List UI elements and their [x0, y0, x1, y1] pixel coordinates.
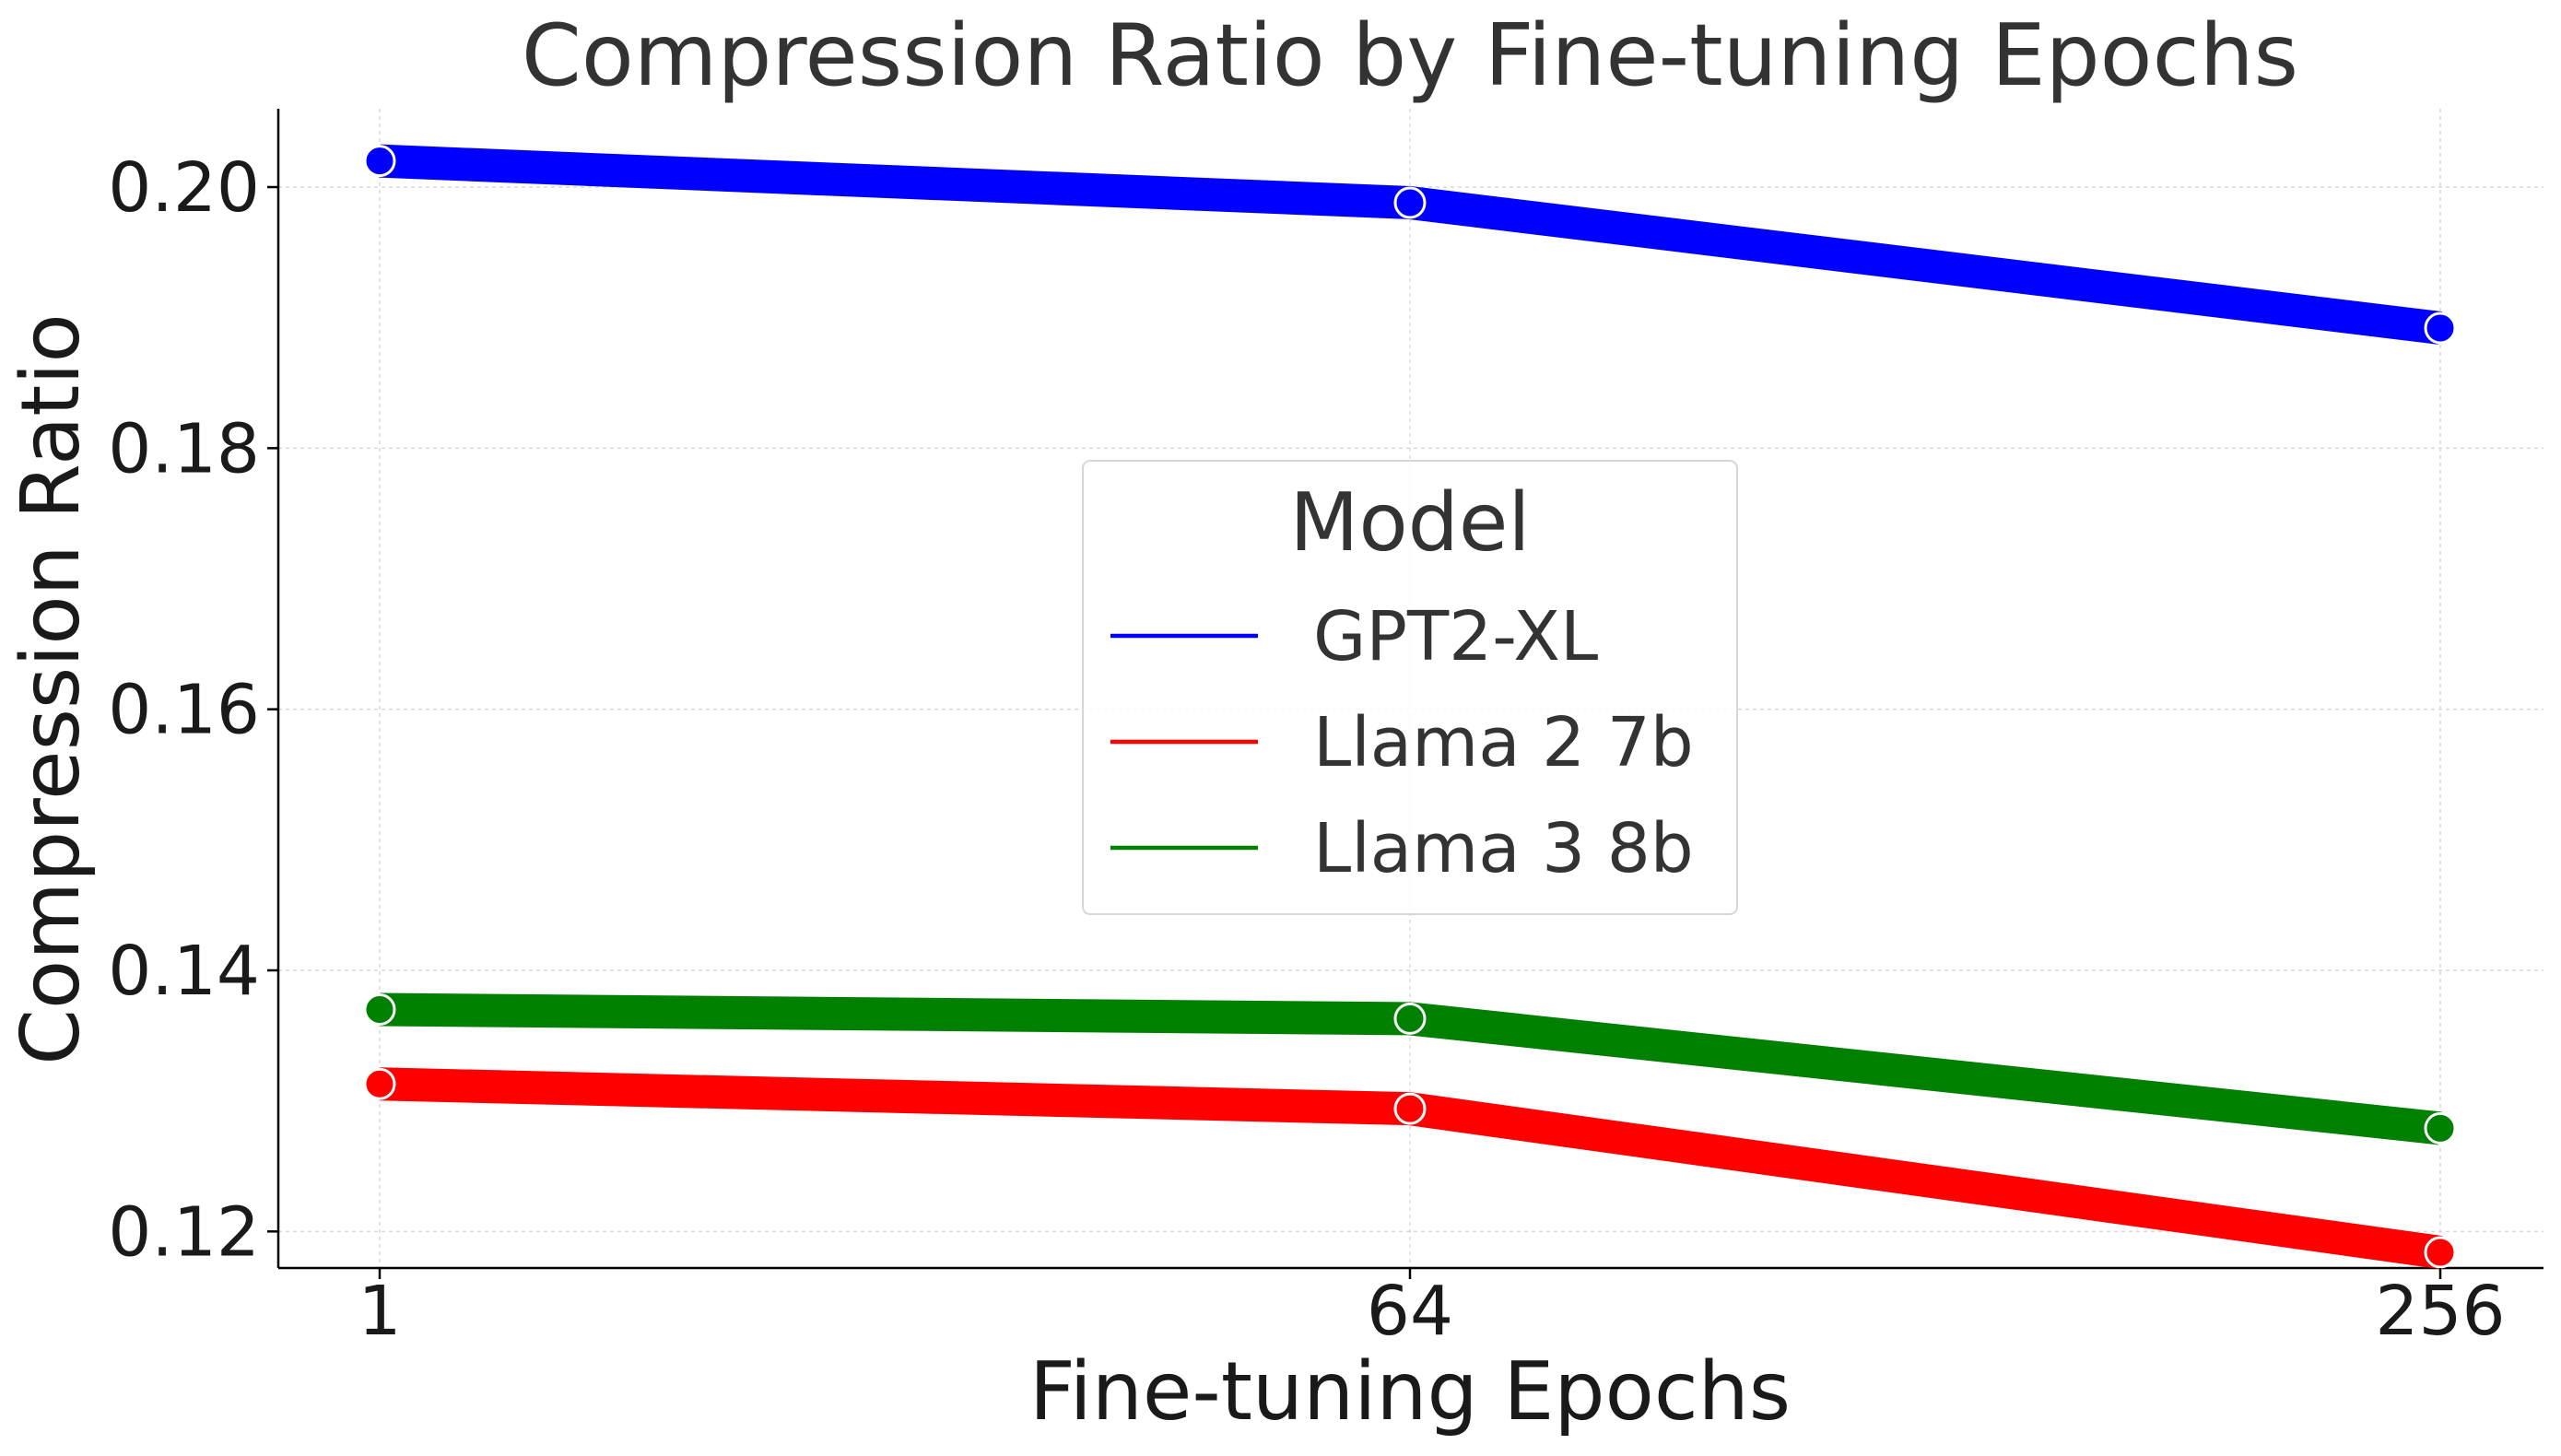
y-tick-label: 0.20 — [108, 148, 260, 228]
chart-title: Compression Ratio by Fine-tuning Epochs — [522, 6, 2298, 105]
data-point — [1393, 186, 1427, 219]
data-point — [2424, 1236, 2457, 1269]
x-tick-label: 256 — [2375, 1272, 2505, 1351]
legend: Model GPT2-XL Llama 2 7b Llama 3 8b — [1082, 460, 1738, 915]
y-tick-label: 0.12 — [108, 1192, 260, 1272]
legend-label: GPT2-XL — [1313, 597, 1598, 676]
legend-box — [1082, 460, 1738, 915]
data-point — [363, 993, 396, 1026]
data-point — [2424, 311, 2457, 345]
legend-label: Llama 3 8b — [1313, 809, 1694, 888]
series — [363, 144, 2457, 1269]
data-point — [363, 1067, 396, 1100]
y-axis-label: Compression Ratio — [4, 313, 98, 1065]
data-point — [1393, 1092, 1427, 1125]
x-tick-label: 1 — [358, 1272, 401, 1351]
y-tick-label: 0.16 — [108, 671, 260, 750]
legend-title: Model — [1289, 476, 1530, 569]
ticks: 0.12 0.14 0.16 0.18 0.20 1 64 256 — [108, 148, 2505, 1351]
y-tick-label: 0.14 — [108, 932, 260, 1011]
data-point — [363, 145, 396, 178]
grid — [278, 109, 2543, 1268]
legend-label: Llama 2 7b — [1313, 703, 1694, 782]
y-tick-label: 0.18 — [108, 409, 260, 488]
x-axis-label: Fine-tuning Epochs — [1029, 1344, 1791, 1438]
data-point — [2424, 1111, 2457, 1145]
data-point — [1393, 1002, 1427, 1035]
legend-entries: GPT2-XL Llama 2 7b Llama 3 8b — [1110, 597, 1694, 888]
x-tick-label: 64 — [1367, 1272, 1453, 1351]
